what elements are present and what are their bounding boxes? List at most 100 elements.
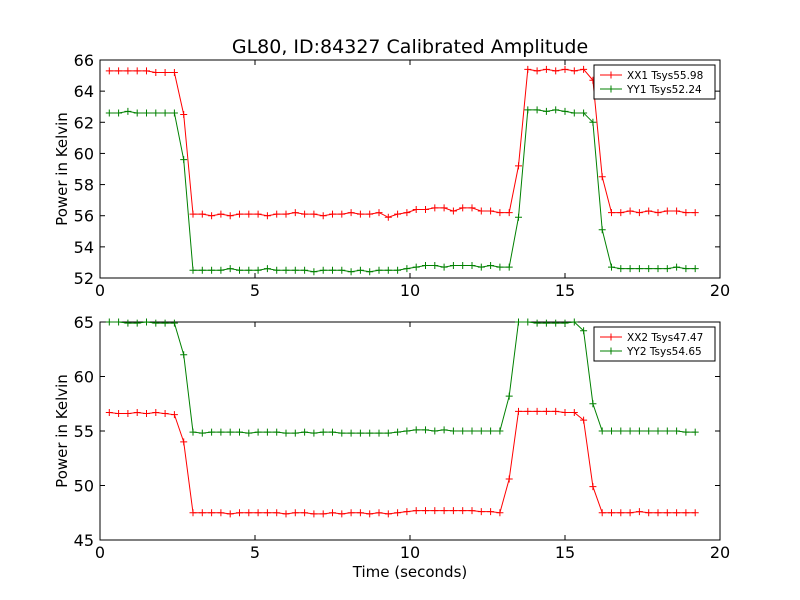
data-point xyxy=(589,118,597,126)
data-point xyxy=(263,509,271,517)
data-point xyxy=(449,507,457,515)
data-point xyxy=(608,263,615,271)
data-point xyxy=(422,426,429,434)
data-point xyxy=(645,265,653,273)
y-tick-label: 62 xyxy=(74,113,94,132)
data-point xyxy=(691,509,699,517)
data-point xyxy=(487,508,495,516)
chart-title: GL80, ID:84327 Calibrated Amplitude xyxy=(232,36,588,58)
data-point xyxy=(515,162,522,170)
data-point xyxy=(115,67,123,75)
data-point xyxy=(133,408,141,416)
data-point xyxy=(226,212,234,220)
data-point xyxy=(217,428,225,436)
x-tick-label: 0 xyxy=(95,543,105,562)
data-point xyxy=(570,318,578,326)
legend-label: XX1 Tsys55.98 xyxy=(627,70,703,82)
data-point xyxy=(291,509,299,517)
data-point xyxy=(236,210,243,218)
data-point xyxy=(170,68,178,76)
data-point xyxy=(301,428,309,436)
data-point xyxy=(654,427,662,435)
data-point xyxy=(347,268,355,276)
data-point xyxy=(542,319,550,327)
data-point xyxy=(329,509,336,517)
data-point xyxy=(384,213,392,221)
data-point xyxy=(561,319,569,327)
data-point xyxy=(422,262,429,270)
legend-label: XX2 Tsys47.47 xyxy=(627,332,703,344)
data-point xyxy=(459,204,467,212)
data-point xyxy=(384,510,392,518)
data-point xyxy=(440,426,448,434)
data-point xyxy=(310,268,318,276)
data-point xyxy=(608,509,615,517)
data-point xyxy=(412,507,420,515)
data-point xyxy=(282,510,290,518)
data-point xyxy=(115,410,123,418)
y-tick-label: 56 xyxy=(74,207,94,226)
x-tick-label: 0 xyxy=(95,281,105,300)
data-point xyxy=(663,509,671,517)
data-point xyxy=(552,407,560,415)
data-point xyxy=(505,392,513,400)
data-point xyxy=(217,509,225,517)
data-point xyxy=(496,509,504,517)
data-point xyxy=(691,209,699,217)
data-point xyxy=(626,509,634,517)
data-point xyxy=(263,265,271,273)
data-point xyxy=(422,205,429,213)
data-point xyxy=(691,428,699,436)
y-tick-label: 66 xyxy=(74,51,94,70)
data-point xyxy=(329,266,336,274)
data-point xyxy=(496,209,504,217)
data-point xyxy=(394,428,402,436)
data-point xyxy=(124,107,132,115)
data-point xyxy=(356,509,364,517)
data-point xyxy=(226,265,234,273)
data-point xyxy=(347,209,355,217)
data-point xyxy=(198,429,206,437)
data-point xyxy=(161,319,169,327)
bottom-panel: 0 5 10 15 20 45 50 55 60 65 Power in Kelvin XX2 Tsy… xyxy=(53,313,730,562)
data-point xyxy=(487,262,495,270)
data-point xyxy=(170,109,178,117)
data-point xyxy=(282,429,290,437)
data-point xyxy=(170,319,178,327)
data-point xyxy=(356,266,364,274)
data-point xyxy=(394,210,402,218)
data-point xyxy=(468,507,476,515)
legend-marker xyxy=(607,347,615,355)
data-point xyxy=(338,266,346,274)
data-point xyxy=(608,427,615,435)
data-point xyxy=(635,427,643,435)
data-point xyxy=(347,509,355,517)
data-point xyxy=(180,438,188,446)
data-point xyxy=(105,109,113,117)
data-point xyxy=(459,427,467,435)
series-YY1 Tsys52.24 xyxy=(105,106,699,276)
data-point xyxy=(403,209,411,217)
data-point xyxy=(375,266,383,274)
x-tick-label: 20 xyxy=(710,543,730,562)
data-point xyxy=(515,318,522,326)
data-point xyxy=(589,483,597,491)
data-point xyxy=(217,266,225,274)
data-point xyxy=(431,427,439,435)
data-point xyxy=(496,427,504,435)
y-tick-label: 58 xyxy=(74,176,94,195)
series-line xyxy=(109,109,696,273)
series-line xyxy=(109,321,696,434)
data-point xyxy=(245,429,253,437)
data-point xyxy=(654,209,662,217)
data-point xyxy=(152,68,160,76)
x-tick-label: 10 xyxy=(400,543,420,562)
data-point xyxy=(263,428,271,436)
data-point xyxy=(366,510,374,518)
data-point xyxy=(356,210,364,218)
data-point xyxy=(375,509,383,517)
data-point xyxy=(366,210,374,218)
data-point xyxy=(273,266,281,274)
legend-label: YY1 Tsys52.24 xyxy=(626,84,702,96)
